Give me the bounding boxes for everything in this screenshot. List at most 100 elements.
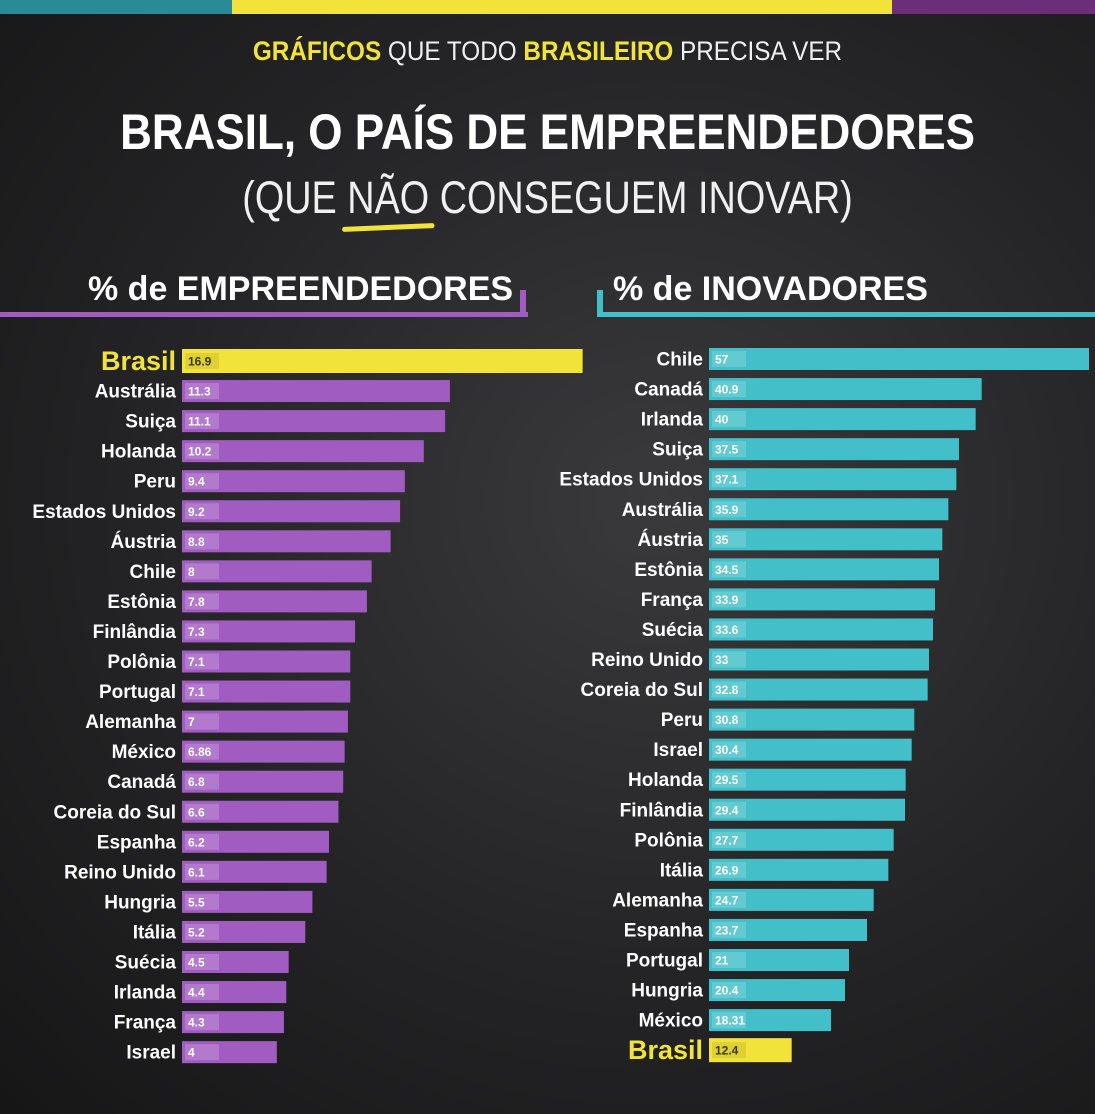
category-label-right-19: Espanha xyxy=(624,920,704,941)
value-box-right-6 xyxy=(712,531,746,548)
category-label-left-14: Canadá xyxy=(107,772,176,793)
category-label-right-3: Suiça xyxy=(652,440,703,461)
value-label-right-7: 34.5 xyxy=(715,563,739,577)
category-label-right-1: Canadá xyxy=(634,380,703,401)
category-label-left-20: Suécia xyxy=(115,953,177,974)
value-label-left-19: 5.2 xyxy=(188,925,205,939)
value-box-right-10 xyxy=(712,651,746,668)
category-label-right-12: Peru xyxy=(661,710,703,731)
value-box-right-4 xyxy=(712,471,746,488)
value-label-left-18: 5.5 xyxy=(188,895,205,909)
bar-left-15 xyxy=(182,800,339,823)
value-label-left-12: 7 xyxy=(188,715,195,729)
bar-right-13 xyxy=(709,738,912,761)
value-box-right-13 xyxy=(712,741,746,758)
main-subtitle: (QUE NÃO CONSEGUEM INOVAR) xyxy=(88,172,1008,224)
value-box-left-23 xyxy=(185,1044,219,1061)
value-box-left-17 xyxy=(185,863,219,880)
value-label-right-8: 33.9 xyxy=(715,593,739,607)
value-label-left-14: 6.8 xyxy=(188,775,205,789)
bar-left-12 xyxy=(182,710,348,733)
bar-left-20 xyxy=(182,951,289,973)
bar-left-4 xyxy=(182,470,405,493)
bar-left-21 xyxy=(182,981,287,1004)
category-label-left-18: Hungria xyxy=(104,892,176,913)
bar-left-16 xyxy=(182,830,329,853)
bar-right-20 xyxy=(709,949,849,971)
bar-right-2 xyxy=(709,408,976,431)
value-label-left-10: 7.1 xyxy=(188,655,205,669)
subtitle-text-2: PRECISA VER xyxy=(673,36,843,66)
main-title: BRASIL, O PAÍS DE EMPREENDEDORES xyxy=(120,104,975,160)
bar-right-6 xyxy=(709,528,943,551)
bar-left-7 xyxy=(182,560,372,583)
bar-right-4 xyxy=(709,468,957,491)
bar-right-11 xyxy=(709,678,928,701)
value-label-right-19: 23.7 xyxy=(715,923,739,937)
value-label-left-21: 4.4 xyxy=(188,986,205,1000)
category-label-left-9: Finlândia xyxy=(93,622,177,643)
value-label-right-4: 37.1 xyxy=(715,473,739,487)
value-label-right-11: 32.8 xyxy=(715,683,739,697)
subtitle-highlight-brasileiro: BRASILEIRO xyxy=(523,36,674,66)
category-label-right-23: Brasil xyxy=(628,1035,703,1065)
category-label-right-15: Finlândia xyxy=(620,800,704,821)
value-box-right-17 xyxy=(712,861,746,878)
category-label-left-6: Áustria xyxy=(111,531,177,553)
value-label-right-20: 21 xyxy=(715,954,729,968)
value-box-left-9 xyxy=(185,623,219,640)
bar-right-22 xyxy=(709,1009,832,1032)
bar-right-23 xyxy=(709,1038,792,1063)
category-label-right-17: Itália xyxy=(660,860,704,881)
value-label-right-13: 30.4 xyxy=(715,743,739,757)
value-label-right-9: 33.6 xyxy=(715,623,739,637)
category-label-right-7: Estônia xyxy=(634,560,703,581)
category-label-left-0: Brasil xyxy=(101,346,176,376)
value-box-right-0 xyxy=(712,351,746,367)
right-chart-heading: % de INOVADORES xyxy=(613,270,928,308)
bar-left-13 xyxy=(182,740,345,763)
bar-right-10 xyxy=(709,648,929,671)
value-box-left-1 xyxy=(185,383,219,400)
category-label-right-10: Reino Unido xyxy=(591,650,703,671)
bar-left-19 xyxy=(182,920,306,943)
value-box-right-15 xyxy=(712,801,746,818)
value-label-left-1: 11.3 xyxy=(188,385,211,399)
bar-right-7 xyxy=(709,558,939,581)
value-label-left-2: 11.1 xyxy=(188,415,211,429)
category-label-left-10: Polônia xyxy=(107,652,176,673)
value-box-left-11 xyxy=(185,683,219,700)
value-label-left-23: 4 xyxy=(188,1046,195,1060)
value-box-left-14 xyxy=(185,773,219,790)
value-box-right-20 xyxy=(712,952,746,968)
bar-left-22 xyxy=(182,1011,284,1034)
bar-right-16 xyxy=(709,828,894,851)
bar-left-3 xyxy=(182,440,424,463)
bar-right-18 xyxy=(709,888,874,911)
bar-right-15 xyxy=(709,798,905,821)
value-label-right-21: 20.4 xyxy=(715,984,739,998)
bar-right-21 xyxy=(709,979,845,1002)
bar-right-0 xyxy=(709,348,1089,370)
category-label-right-2: Irlanda xyxy=(641,410,704,431)
value-label-left-17: 6.1 xyxy=(188,865,205,879)
value-box-left-20 xyxy=(185,954,219,970)
value-box-left-4 xyxy=(185,473,219,490)
value-label-left-5: 9.2 xyxy=(188,505,205,519)
category-label-left-16: Espanha xyxy=(97,832,177,853)
bar-right-14 xyxy=(709,768,906,791)
bar-left-17 xyxy=(182,860,327,883)
value-label-left-15: 6.6 xyxy=(188,805,205,819)
value-label-left-20: 4.5 xyxy=(188,956,205,970)
value-box-left-22 xyxy=(185,1014,219,1031)
value-label-left-16: 6.2 xyxy=(188,835,205,849)
value-box-left-12 xyxy=(185,713,219,730)
value-label-left-13: 6.86 xyxy=(188,745,212,759)
bar-right-9 xyxy=(709,618,933,641)
category-label-left-5: Estados Unidos xyxy=(32,502,176,523)
bar-right-5 xyxy=(709,498,949,521)
bar-left-1 xyxy=(182,380,450,403)
category-label-left-4: Peru xyxy=(134,472,176,493)
category-label-left-11: Portugal xyxy=(99,682,176,703)
bar-left-23 xyxy=(182,1041,277,1064)
